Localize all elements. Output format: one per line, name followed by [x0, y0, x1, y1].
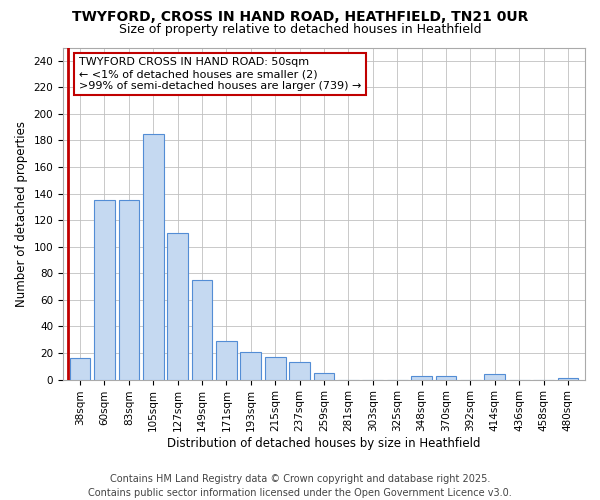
- Bar: [143, 134, 164, 380]
- Bar: [119, 200, 139, 380]
- Bar: [216, 341, 237, 380]
- Bar: [411, 376, 432, 380]
- Bar: [289, 362, 310, 380]
- Bar: [265, 357, 286, 380]
- Text: Size of property relative to detached houses in Heathfield: Size of property relative to detached ho…: [119, 22, 481, 36]
- Bar: [167, 234, 188, 380]
- Bar: [484, 374, 505, 380]
- Bar: [70, 358, 91, 380]
- X-axis label: Distribution of detached houses by size in Heathfield: Distribution of detached houses by size …: [167, 437, 481, 450]
- Text: TWYFORD CROSS IN HAND ROAD: 50sqm
← <1% of detached houses are smaller (2)
>99% : TWYFORD CROSS IN HAND ROAD: 50sqm ← <1% …: [79, 58, 361, 90]
- Y-axis label: Number of detached properties: Number of detached properties: [15, 120, 28, 306]
- Bar: [314, 373, 334, 380]
- Bar: [436, 376, 457, 380]
- Bar: [241, 352, 261, 380]
- Bar: [557, 378, 578, 380]
- Text: TWYFORD, CROSS IN HAND ROAD, HEATHFIELD, TN21 0UR: TWYFORD, CROSS IN HAND ROAD, HEATHFIELD,…: [72, 10, 528, 24]
- Text: Contains HM Land Registry data © Crown copyright and database right 2025.
Contai: Contains HM Land Registry data © Crown c…: [88, 474, 512, 498]
- Bar: [94, 200, 115, 380]
- Bar: [191, 280, 212, 380]
